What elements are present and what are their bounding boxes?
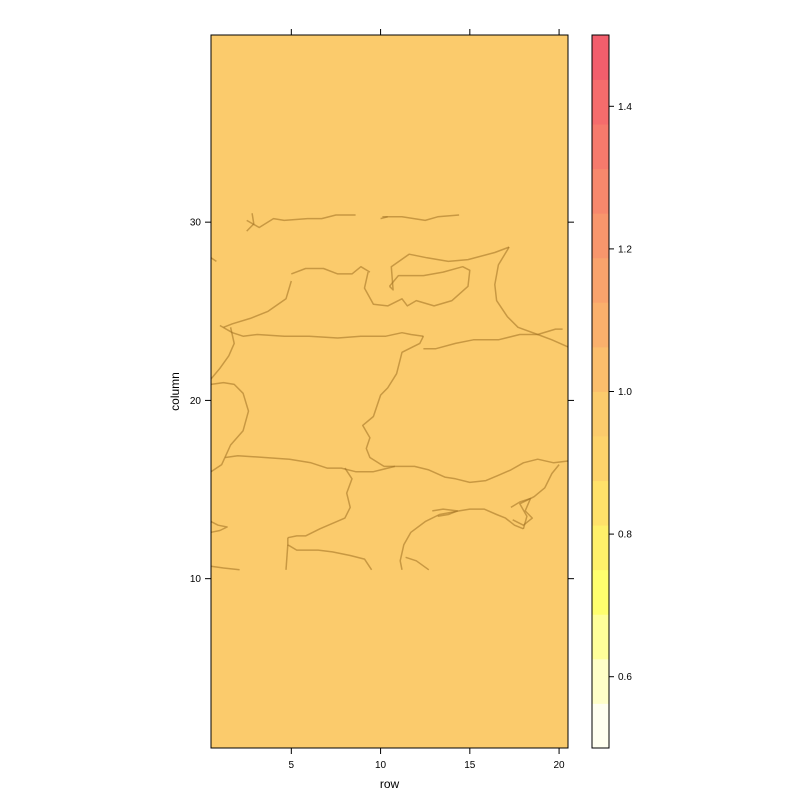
color-key-tick-label: 0.6 <box>618 672 632 683</box>
y-tick-label: 30 <box>190 218 202 229</box>
boundary-line <box>363 265 471 307</box>
boundary-line <box>210 327 235 380</box>
x-axis: 5 10 15 20 <box>289 29 566 771</box>
color-key-tick-label: 0.8 <box>618 530 632 541</box>
color-key-segment <box>592 658 609 704</box>
boundary-line <box>219 324 424 339</box>
boundary-line <box>382 214 460 222</box>
map-boundary-lines <box>210 213 569 571</box>
panel-frame <box>210 34 569 749</box>
boundary-line <box>223 280 293 328</box>
color-key-tick-label: 1.0 <box>618 387 632 398</box>
color-key-tick-label: 1.4 <box>618 102 632 113</box>
color-key-segment <box>592 257 609 303</box>
color-key-segment <box>592 614 609 660</box>
boundary-line <box>519 464 560 530</box>
heatmap-panel <box>211 35 568 748</box>
color-key-tick-label: 1.2 <box>618 244 632 255</box>
boundary-line <box>388 246 510 291</box>
color-key-segment <box>592 213 609 259</box>
color-key-segment <box>592 302 609 348</box>
boundary-line <box>287 537 373 571</box>
color-key-segment <box>592 703 609 749</box>
y-tick-label: 20 <box>190 396 202 407</box>
boundary-line <box>405 556 430 571</box>
y-axis: 10 20 30 <box>190 218 574 585</box>
color-key-segment <box>592 124 609 170</box>
boundary-line <box>210 520 228 534</box>
x-axis-label: row <box>380 777 400 791</box>
color-key-segment <box>592 168 609 214</box>
boundary-line <box>287 467 353 539</box>
boundary-line <box>246 213 255 232</box>
x-tick-label: 15 <box>464 760 476 771</box>
boundary-line <box>210 257 217 263</box>
color-key-segment <box>592 79 609 125</box>
color-key-segment <box>592 569 609 615</box>
boundary-line <box>210 381 250 473</box>
color-key-segment <box>592 35 609 80</box>
boundary-line <box>246 214 356 229</box>
color-key-segment <box>592 436 609 482</box>
color-key-segment <box>592 346 609 392</box>
x-tick-label: 5 <box>289 760 295 771</box>
boundary-line <box>399 508 524 570</box>
y-axis-label: column <box>168 372 182 411</box>
color-key-segment <box>592 480 609 526</box>
x-tick-label: 20 <box>554 760 566 771</box>
y-tick-label: 10 <box>190 574 202 585</box>
boundary-line <box>210 565 240 571</box>
boundary-line <box>432 508 459 518</box>
color-key-segment <box>592 525 609 571</box>
boundary-line <box>291 265 371 275</box>
boundary-line <box>285 544 289 570</box>
color-key-segment <box>592 391 609 437</box>
boundary-line <box>380 216 388 220</box>
x-tick-label: 10 <box>375 760 387 771</box>
boundary-line <box>423 328 563 350</box>
color-key: 0.6 0.8 1.0 1.2 1.4 <box>591 34 632 749</box>
boundary-line <box>225 454 569 484</box>
boundary-line <box>361 335 425 468</box>
boundary-line <box>494 246 569 348</box>
boundary-line <box>510 497 534 526</box>
